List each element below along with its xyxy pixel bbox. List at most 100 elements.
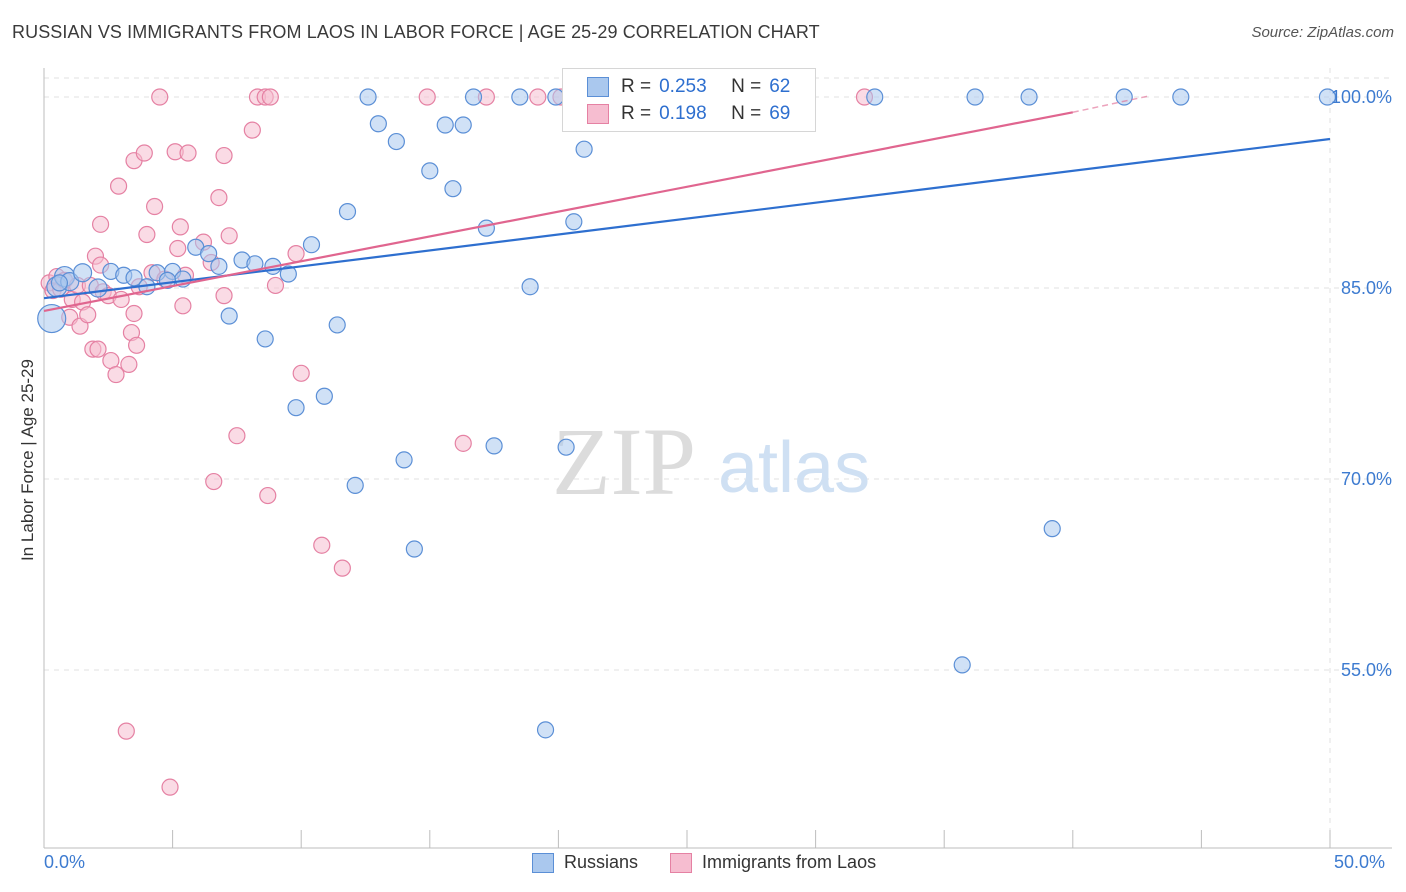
legend-n-label: N = [731, 103, 762, 124]
legend-swatch-russians [587, 77, 609, 97]
laos-point [91, 215, 110, 233]
russians-point [256, 330, 274, 348]
russians-point [1043, 520, 1061, 538]
russians-points [37, 88, 1337, 739]
laos-point [220, 227, 238, 245]
laos-point [333, 559, 351, 577]
y-tick-label: 85.0% [1340, 278, 1392, 298]
laos-point [228, 427, 246, 445]
russians-point [338, 203, 357, 221]
laos-point [169, 239, 187, 258]
watermark: ZIP atlas [552, 408, 870, 515]
laos-point [454, 434, 472, 452]
laos-point [215, 146, 233, 165]
legend-swatch-laos [587, 104, 609, 124]
russians-point [395, 451, 413, 469]
legend-label-laos: Immigrants from Laos [702, 852, 877, 872]
russians-point [88, 278, 108, 298]
russians-point [444, 180, 462, 198]
legend-item-russians[interactable]: Russians [532, 852, 638, 873]
laos-point [292, 364, 310, 382]
laos-point [125, 304, 143, 323]
legend-row-laos: R = 0.198 N = 69 [587, 101, 790, 127]
legend-r-value: 0.198 [659, 103, 707, 124]
russians-point [315, 387, 333, 405]
russians-point [302, 236, 321, 254]
laos-point [210, 188, 228, 207]
russians-point [279, 265, 297, 283]
x-tick-label-max: 50.0% [1334, 852, 1386, 872]
series-legend: Russians Immigrants from Laos [532, 852, 908, 873]
russians-point [125, 269, 143, 287]
russians-point [359, 88, 377, 106]
russians-point [328, 316, 346, 334]
laos-point [313, 536, 331, 554]
chart-title: RUSSIAN VS IMMIGRANTS FROM LAOS IN LABOR… [12, 22, 820, 42]
laos-point [127, 336, 146, 354]
laos-point [205, 472, 223, 491]
y-tick-label: 70.0% [1340, 469, 1392, 489]
russians-point [966, 88, 984, 106]
russians-point [866, 88, 884, 106]
russians-point [485, 437, 503, 455]
laos-point [215, 287, 233, 305]
laos-point [107, 365, 125, 384]
laos-point [89, 340, 107, 358]
russians-point [72, 263, 93, 283]
laos-point [135, 144, 153, 162]
russians-point [369, 115, 387, 133]
russians-point [454, 116, 472, 134]
laos-point [117, 722, 135, 740]
russians-point [1115, 88, 1133, 106]
russians-point [1020, 88, 1038, 106]
laos-point [174, 297, 192, 315]
x-tick-label-min: 0.0% [44, 852, 86, 872]
russians-point [436, 116, 454, 134]
russians-point [511, 88, 529, 106]
russians-point [210, 257, 228, 275]
trend-lines [43, 94, 1331, 313]
laos-point [243, 121, 261, 139]
russians-point [464, 88, 483, 106]
laos-point [261, 88, 279, 106]
russians-point [220, 307, 238, 325]
laos-point [151, 88, 169, 106]
russians-point [421, 162, 439, 180]
laos-point [171, 218, 189, 236]
laos-point [266, 276, 285, 295]
laos-point [529, 88, 547, 106]
laos-point [79, 306, 97, 324]
russians-point [1318, 88, 1337, 106]
legend-row-russians: R = 0.253 N = 62 [587, 74, 790, 100]
russians-point [387, 132, 405, 151]
laos-point [120, 355, 138, 373]
legend-n-value: 69 [769, 103, 791, 124]
legend-label-russians: Russians [564, 852, 639, 872]
russians-point [477, 219, 495, 237]
legend-swatch-laos [670, 852, 693, 873]
legend-r-label: R = [621, 76, 652, 97]
legend-n-value: 62 [769, 76, 791, 97]
russians-point [287, 399, 305, 417]
russians-point [1172, 88, 1190, 106]
y-axis-label: In Labor Force | Age 25-29 [18, 359, 37, 561]
legend-item-laos[interactable]: Immigrants from Laos [670, 852, 876, 873]
laos-trend-line [43, 111, 1074, 313]
laos-point [138, 225, 156, 244]
laos-point [179, 144, 197, 162]
russians-point [565, 213, 583, 231]
legend-swatch-russians [532, 852, 554, 873]
legend-r-label: R = [621, 103, 652, 124]
laos-point [418, 88, 436, 106]
watermark-zip: ZIP [552, 408, 696, 515]
russians-trend-line [43, 137, 1331, 300]
legend-r-value: 0.253 [659, 76, 707, 97]
watermark-atlas: atlas [718, 428, 870, 508]
legend-n-label: N = [731, 76, 762, 97]
axes [43, 68, 1392, 849]
russians-point [536, 721, 555, 739]
russians-point [200, 245, 218, 263]
laos-point [161, 778, 179, 796]
russians-point [575, 140, 593, 158]
